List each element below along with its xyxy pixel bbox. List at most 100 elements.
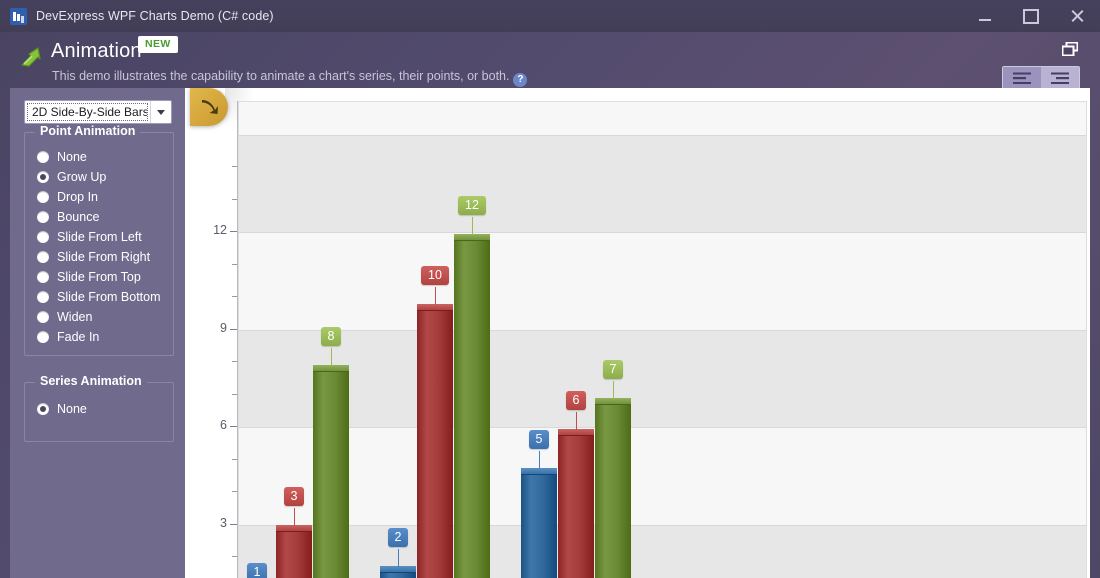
point-label: 8 [320, 327, 342, 347]
chart-type-combobox[interactable]: 2D Side-By-Side Bars [24, 100, 172, 124]
chart-bar[interactable] [558, 428, 594, 578]
layout-right-view-button[interactable] [1041, 67, 1079, 89]
label-connector [539, 450, 540, 469]
chart-bar-cap [313, 365, 349, 373]
radio-button-icon[interactable] [37, 331, 49, 343]
gridline [239, 329, 1086, 331]
radio-button-icon[interactable] [37, 271, 49, 283]
radio-button-icon[interactable] [37, 191, 49, 203]
label-connector [294, 508, 295, 527]
label-connector [613, 380, 614, 399]
point-animation-option-label: Slide From Bottom [57, 290, 161, 304]
point-animation-option-label: None [57, 150, 87, 164]
label-connector [398, 549, 399, 568]
page-title: Animation [51, 40, 142, 62]
y-axis-minor-tick [232, 491, 237, 492]
point-animation-option-label: Slide From Left [57, 230, 142, 244]
point-animation-option-label: Bounce [57, 210, 100, 224]
point-label: 12 [458, 195, 486, 215]
radio-button-icon[interactable] [37, 211, 49, 223]
y-axis-minor-tick [232, 458, 237, 460]
y-axis-tick-label: 9 [220, 320, 227, 335]
point-animation-radio-list: None Grow Up Drop In Bounce Slide From Left S… [25, 133, 173, 347]
gridline [239, 134, 1086, 136]
y-axis-minor-tick [232, 296, 237, 297]
y-axis-major-tick [230, 426, 237, 427]
chart-bar[interactable] [595, 397, 631, 578]
point-animation-option-slide-from-bottom[interactable]: Slide From Bottom [25, 287, 173, 307]
maximize-button[interactable] [1008, 0, 1054, 32]
close-button[interactable] [1054, 0, 1100, 32]
expand-panel-arrow-icon[interactable] [190, 88, 228, 126]
chart-bar[interactable] [417, 304, 453, 578]
point-animation-group: Point Animation None Grow Up Drop In Bounce… [24, 124, 174, 356]
radio-button-icon[interactable] [37, 251, 49, 263]
chart-bar-cap [454, 233, 490, 241]
point-animation-option-label: Slide From Top [57, 270, 141, 284]
point-animation-option-drop-in[interactable]: Drop In [25, 187, 173, 207]
chart-bar[interactable] [380, 566, 416, 578]
series-animation-radio-list: None [25, 383, 173, 419]
chart-type-value: 2D Side-By-Side Bars [27, 103, 148, 121]
chart-bar-cap [380, 566, 416, 574]
point-animation-option-widen[interactable]: Widen [25, 307, 173, 327]
point-animation-option-slide-from-top[interactable]: Slide From Top [25, 267, 173, 287]
gridline [239, 232, 1086, 233]
chart-bar-cap [595, 397, 631, 405]
label-connector [576, 411, 577, 430]
radio-button-icon[interactable] [37, 171, 49, 183]
new-badge: NEW [138, 36, 178, 53]
radio-button-icon[interactable] [37, 403, 49, 415]
radio-button-icon[interactable] [37, 291, 49, 303]
page-subtitle-text: This demo illustrates the capability to … [52, 69, 510, 83]
chart-bar-cap [417, 304, 453, 312]
gridline [239, 524, 1086, 526]
chart-bar[interactable] [521, 467, 557, 578]
help-icon[interactable]: ? [513, 73, 528, 87]
point-animation-option-slide-from-right[interactable]: Slide From Right [25, 247, 173, 267]
y-axis-major-tick [230, 328, 237, 330]
chart-bar[interactable] [454, 233, 490, 578]
y-axis-minor-tick [232, 393, 237, 395]
point-animation-option-grow-up[interactable]: Grow Up [25, 167, 173, 187]
point-animation-option-label: Grow Up [57, 170, 107, 184]
point-animation-option-label: Fade In [57, 330, 100, 344]
series-animation-option-none[interactable]: None [25, 399, 173, 419]
chevron-down-icon[interactable] [150, 101, 171, 123]
minimize-button[interactable] [962, 0, 1008, 32]
point-animation-option-slide-from-left[interactable]: Slide From Left [25, 227, 173, 247]
point-animation-option-bounce[interactable]: Bounce [25, 207, 173, 227]
radio-button-icon[interactable] [37, 311, 49, 323]
title-bar: DevExpress WPF Charts Demo (C# code) [0, 0, 1100, 32]
point-animation-option-none[interactable]: None [25, 147, 173, 167]
label-connector [435, 287, 436, 306]
y-axis-minor-tick [232, 556, 237, 557]
chart-bar-cap [276, 525, 312, 533]
radio-button-icon[interactable] [37, 151, 49, 163]
point-animation-option-label: Drop In [57, 190, 98, 204]
radio-button-icon[interactable] [37, 231, 49, 243]
series-animation-group: Series Animation None [24, 374, 174, 442]
point-label: 2 [387, 528, 409, 548]
chart-bar[interactable] [313, 365, 349, 578]
y-axis-minor-tick [232, 361, 237, 362]
point-animation-option-label: Slide From Right [57, 250, 151, 264]
options-sidebar: 2D Side-By-Side Bars Point Animation Non… [10, 88, 185, 578]
point-animation-option-fade-in[interactable]: Fade In [25, 327, 173, 347]
chart-container: 3 6 9 12 1 3 8 2 10 12 5 6 7 [185, 88, 1090, 578]
point-label: 5 [528, 429, 550, 449]
series-animation-option-label: None [57, 402, 87, 416]
chart-bar[interactable] [276, 525, 312, 578]
green-arrow-icon [18, 44, 44, 70]
restore-window-icon[interactable] [1061, 41, 1079, 57]
y-axis-line [237, 101, 238, 578]
y-axis-minor-tick [232, 166, 237, 167]
gridline [239, 427, 1086, 428]
y-axis-major-tick [230, 231, 237, 232]
page-subtitle: This demo illustrates the capability to … [52, 69, 528, 87]
window-title: DevExpress WPF Charts Demo (C# code) [36, 9, 274, 23]
devexpress-logo-icon [10, 7, 27, 25]
layout-left-view-button[interactable] [1003, 67, 1041, 89]
point-label: 6 [565, 390, 587, 410]
